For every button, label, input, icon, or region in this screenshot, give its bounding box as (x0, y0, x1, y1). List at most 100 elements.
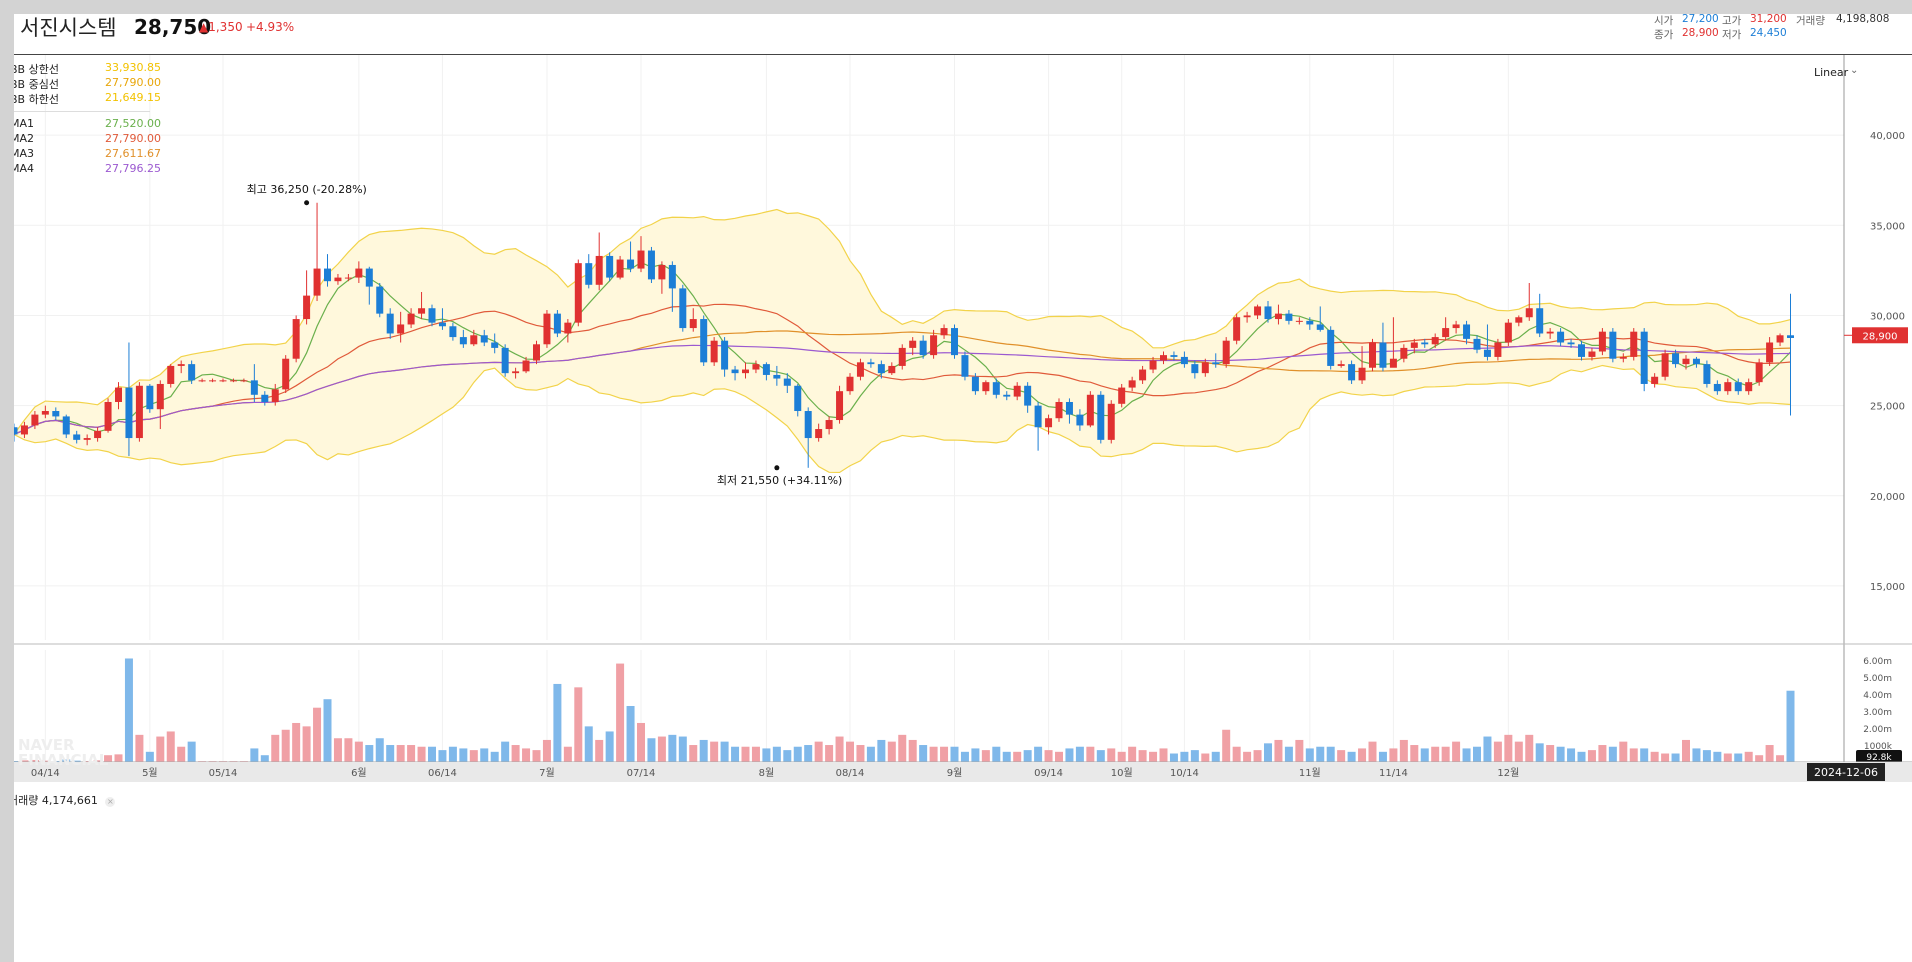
candlestick (1358, 367, 1366, 381)
candlestick (522, 360, 530, 372)
candlestick (324, 268, 331, 282)
volume-bar (1232, 746, 1241, 762)
scale-mode-label: Linear (1814, 66, 1849, 79)
candlestick (125, 387, 133, 439)
candlestick (355, 268, 363, 278)
volume-bar (1180, 751, 1189, 762)
volume-bar (480, 748, 489, 762)
x-tick-label: 07/14 (627, 768, 656, 779)
candlestick (1024, 385, 1032, 406)
volume-bar (124, 658, 133, 762)
candlestick (188, 364, 196, 381)
volume-bar (616, 663, 625, 762)
x-tick-label: 05/14 (209, 768, 238, 779)
x-tick-label: 11월 (1299, 767, 1321, 779)
candlestick (407, 313, 415, 325)
candlestick (386, 313, 394, 334)
candlestick (919, 340, 927, 356)
volume-bar (1692, 748, 1701, 762)
candlestick (846, 376, 854, 392)
volume-bar (187, 741, 196, 762)
volume-panel-name: 거래량 (14, 794, 39, 807)
volume-bar (1587, 750, 1596, 762)
volume-bar (731, 746, 740, 762)
volume-bar (386, 745, 395, 762)
volume-bar (1002, 751, 1011, 762)
volume-bar (1786, 690, 1795, 762)
open-label: 시가 (1654, 15, 1674, 27)
candlestick (595, 255, 603, 285)
candlestick (41, 411, 49, 415)
candlestick (1086, 394, 1094, 426)
candlestick (856, 362, 864, 377)
candlestick (804, 411, 812, 439)
candlestick (1400, 347, 1408, 359)
candlestick (1076, 414, 1084, 426)
legend-ma3: MA3 27,611.67 (14, 147, 161, 162)
candlestick (951, 328, 958, 356)
candlestick (449, 326, 457, 338)
candlestick (982, 382, 990, 392)
volume-bar (145, 751, 154, 762)
volume-bar (532, 750, 541, 762)
legend-bb-upper: BB 상한선 33,930.85 (14, 61, 161, 76)
last-price-tag-text: 28,900 (1863, 331, 1898, 342)
open-value: 27,200 (1682, 14, 1719, 25)
volume-bar (846, 741, 854, 762)
volume-tick-label: 2.00m (1863, 725, 1892, 735)
current-date-tag-text: 2024-12-06 (1814, 766, 1878, 779)
volume-bar (1535, 743, 1544, 762)
volume-bar (1671, 753, 1680, 762)
candlestick (512, 371, 520, 374)
legend-value: 27,796.25 (105, 162, 161, 175)
scale-mode-select[interactable]: Linear ⌄ (1814, 65, 1904, 79)
volume-bar (1190, 750, 1199, 762)
volume-bar (1452, 741, 1461, 762)
volume-bar (469, 750, 478, 762)
candlestick (1692, 358, 1700, 365)
low-marker (774, 465, 780, 471)
x-axis-strip (14, 762, 1912, 782)
candlestick (1483, 349, 1491, 357)
volume-tick-label: 1000k (1864, 742, 1893, 752)
candlestick (721, 340, 729, 370)
candlestick (1410, 342, 1418, 348)
volume-bar (929, 746, 938, 762)
volume-bar (14, 760, 18, 762)
candlestick (1222, 340, 1230, 365)
candlestick (1473, 338, 1481, 350)
candlestick (1578, 344, 1585, 357)
volume-bar (1525, 734, 1534, 762)
volume-bar (856, 745, 865, 762)
candlestick (564, 322, 572, 334)
candlestick (198, 380, 206, 382)
legend-value: 27,790.00 (105, 76, 161, 89)
volume-tick-label: 4.00m (1863, 691, 1892, 701)
volume-bar (375, 738, 384, 762)
volume-bar (1284, 746, 1293, 762)
candlestick (1745, 382, 1753, 392)
candlestick (637, 250, 645, 269)
volume-value: 4,198,808 (1836, 14, 1890, 25)
legend-value: 27,790.00 (105, 132, 161, 145)
candlestick (14, 427, 18, 435)
candlestick (1191, 364, 1199, 374)
volume-panel-value: 4,174,661 (41, 794, 98, 807)
candlestick (177, 364, 185, 366)
close-value: 28,900 (1682, 27, 1719, 39)
volume-bar (93, 760, 102, 762)
close-icon[interactable]: × (105, 797, 116, 807)
candlestick (52, 411, 60, 417)
volume-bar (1473, 746, 1481, 762)
candlestick (1045, 418, 1053, 428)
price-chart[interactable]: 최고 36,250 (-20.28%) 최저 21,550 (+34.11%) 15… (14, 14, 1912, 962)
x-tick-label: 12월 (1497, 767, 1519, 779)
volume-bar (1441, 746, 1450, 762)
candlestick (1055, 401, 1063, 419)
low-label: 저가 (1722, 29, 1742, 41)
candlestick (1787, 335, 1794, 338)
volume-bar (626, 706, 635, 762)
volume-bar (323, 699, 332, 762)
candlestick (616, 259, 624, 278)
candlestick (1306, 320, 1314, 325)
